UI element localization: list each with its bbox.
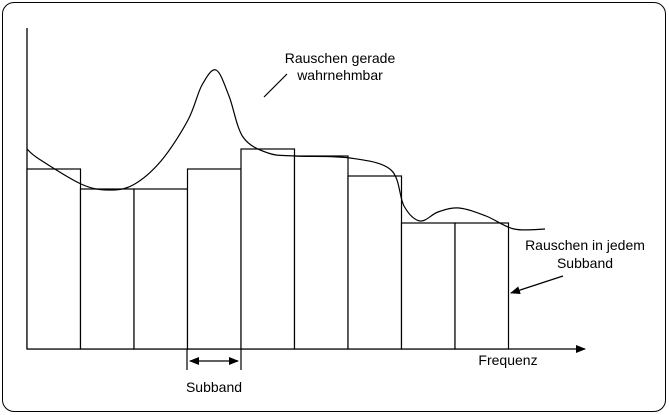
subband-bars — [26, 148, 510, 350]
subband-noise-arrow — [510, 275, 564, 295]
peak-label-line1: Rauschen gerade — [285, 50, 396, 66]
subband-noise-label-line1: Rauschen in jedem — [525, 237, 645, 253]
subband-label: Subband — [186, 379, 242, 395]
subband-bar — [186, 168, 242, 350]
subband-bar — [133, 188, 189, 350]
frequency-axis-label: Frequenz — [478, 352, 537, 368]
subband-bar — [26, 168, 82, 350]
subband-bar — [454, 222, 510, 350]
peak-pointer-line — [263, 73, 288, 98]
subband-bar — [400, 222, 456, 350]
peak-label-line2: wahrnehmbar — [296, 67, 383, 83]
subband-bar — [347, 175, 403, 350]
subband-bar — [240, 148, 296, 350]
masking-threshold-curve — [26, 69, 546, 231]
subband-noise-label-line2: Subband — [557, 255, 613, 271]
subband-bar — [79, 188, 135, 350]
subband-bar — [293, 155, 349, 350]
